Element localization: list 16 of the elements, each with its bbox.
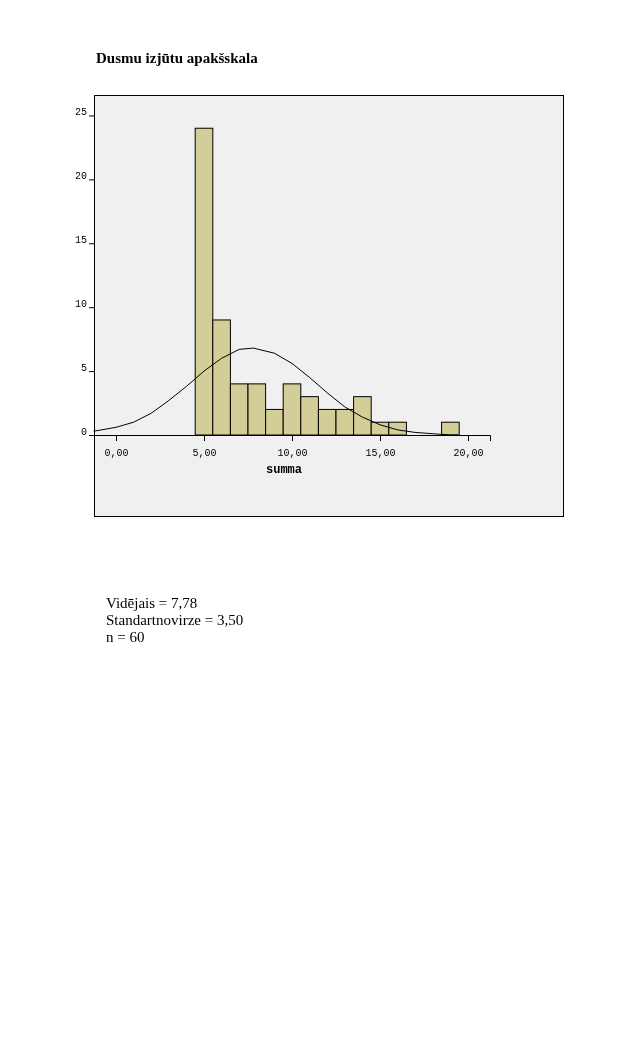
x-tick-label: 5,00 bbox=[192, 448, 217, 459]
x-tick-label: 15,00 bbox=[365, 448, 396, 459]
text: Standartnovirze = 3,50 bbox=[106, 612, 244, 628]
x-tick-label: 10,00 bbox=[277, 448, 308, 459]
chart-title: Dusmu izjūtu apakšskala bbox=[96, 50, 259, 66]
y-tick-label: 10 bbox=[74, 298, 87, 310]
text: Vidējais = 7,78 bbox=[106, 595, 198, 611]
x-axis-title: summa bbox=[265, 463, 303, 477]
y-tick-label: 20 bbox=[74, 170, 87, 182]
x-tick-label: 0,00 bbox=[104, 448, 129, 459]
text: n = 60 bbox=[106, 629, 145, 645]
y-tick-label: 25 bbox=[74, 106, 87, 118]
x-tick-label: 20,00 bbox=[453, 448, 484, 459]
y-tick-label: 5 bbox=[80, 362, 87, 374]
y-tick-label: 0 bbox=[80, 426, 87, 438]
y-tick-label: 15 bbox=[74, 234, 87, 246]
